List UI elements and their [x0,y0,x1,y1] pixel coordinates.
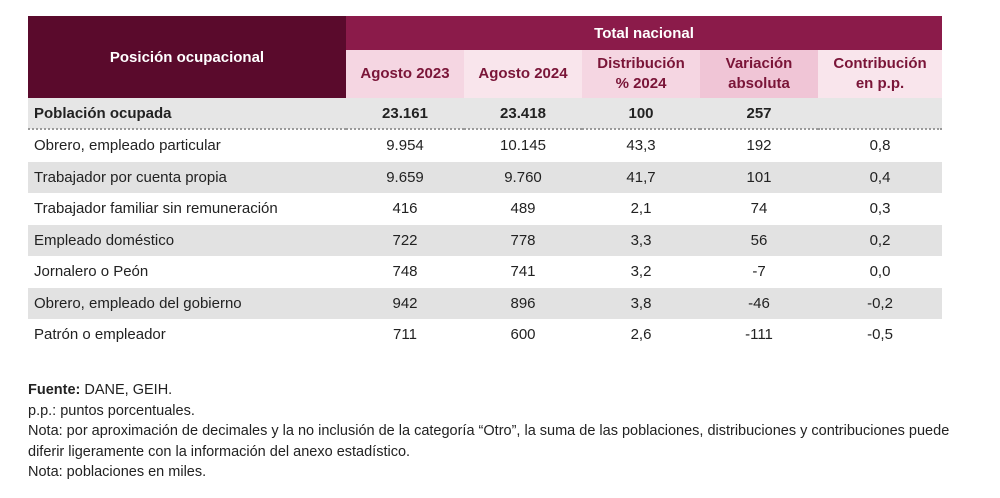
row-value-cell: 9.954 [386,137,424,155]
row-value-cell: -0,5 [867,326,893,344]
row-value-cell: 3,3 [582,224,700,256]
row-value-cell: 192 [746,137,772,155]
header-line: Distribución [597,55,685,72]
row-label: Jornalero o Peón [34,263,149,281]
table-row: Trabajador familiar sin remuneración 416 4… [28,193,942,225]
table-row: Empleado doméstico 722 778 3,3 56 0,2 [28,224,943,256]
source-label: Fuente: [28,382,81,398]
row-value-cell: 0,2 [818,224,943,256]
units-note: Nota: poblaciones en miles. [28,464,207,480]
row-value-cell: 2,1 [630,200,652,218]
row-value-cell: 3,8 [582,287,700,319]
header-contribucion: Contribución en p.p. [818,50,943,98]
header-line: en p.p. [855,75,905,92]
total-row-label: Población ocupada [28,98,346,130]
row-value-cell: 722 [346,224,464,256]
row-label: Obrero, empleado particular [34,137,221,155]
table-container: Posición ocupacional Total nacional Agos… [28,16,943,351]
row-value-cell: 0,8 [869,137,891,155]
source-note: Fuente: DANE, GEIH. [28,380,958,401]
table-row: Obrero, empleado particular 9.954 10.145 43… [28,129,942,162]
row-value-cell: 748 [392,263,418,281]
total-row: Población ocupada 23.161 23.418 100 257 [28,98,943,130]
row-value-cell: -0,2 [818,287,943,319]
header-line: % 2024 [615,75,667,92]
rounding-note: Nota: por aproximación de decimales y la… [28,423,950,460]
row-value-cell: 10.145 [500,137,546,155]
header-line: absoluta [728,75,790,92]
total-cell: 23.418 [464,98,582,130]
total-cell [818,98,943,130]
table-row: Patrón o empleador 711 600 2,6 -111 -0,5 [28,319,942,351]
total-cell: 23.161 [346,98,464,130]
row-value-cell: -7 [752,263,766,281]
header-agosto-2024: Agosto 2024 [464,50,582,98]
row-value-cell: 43,3 [626,137,656,155]
row-value-cell: 9.659 [346,161,464,193]
row-value-cell: 711 [393,326,417,344]
row-label: Obrero, empleado del gobierno [28,287,346,319]
row-value-cell: 74 [750,200,768,218]
row-value-cell: 0,3 [869,200,891,218]
row-value-cell: 3,2 [630,263,652,281]
row-value-cell: 600 [510,326,536,344]
employment-table: Posición ocupacional Total nacional Agos… [28,16,943,351]
row-value-cell: 896 [464,287,582,319]
header-variacion: Variación absoluta [700,50,818,98]
row-value-cell: 416 [392,200,418,218]
row-value-cell: 942 [346,287,464,319]
total-cell: 257 [700,98,818,130]
header-total-nacional: Total nacional [346,16,943,50]
row-label: Trabajador familiar sin remuneración [34,200,278,218]
row-label: Empleado doméstico [28,224,346,256]
row-value-cell: 0,4 [818,161,943,193]
header-posicion-ocupacional: Posición ocupacional [28,16,346,98]
row-value-cell: -46 [700,287,818,319]
table-row: Trabajador por cuenta propia 9.659 9.760 41… [28,161,943,193]
row-value-cell: 778 [464,224,582,256]
row-label: Trabajador por cuenta propia [28,161,346,193]
source-text: DANE, GEIH. [80,382,173,398]
notes-section: Fuente: DANE, GEIH. p.p.: puntos porcent… [28,380,958,483]
row-value-cell: 56 [700,224,818,256]
row-label: Patrón o empleador [34,326,166,344]
header-line: Variación [725,55,793,72]
header-distribucion: Distribución % 2024 [582,50,700,98]
header-line: Contribución [833,55,927,72]
header-agosto-2023: Agosto 2023 [346,50,464,98]
pp-note: p.p.: puntos porcentuales. [28,402,195,419]
row-value-cell: 101 [700,161,818,193]
row-value-cell: 41,7 [582,161,700,193]
row-value-cell: 741 [510,263,536,281]
row-value-cell: 0,0 [869,263,891,281]
row-value-cell: 489 [510,200,536,218]
table-row: Jornalero o Peón 748 741 3,2 -7 0,0 [28,256,942,288]
total-cell: 100 [582,98,700,130]
table-row: Obrero, empleado del gobierno 942 896 3,8 -4… [28,287,943,319]
row-value-cell: -111 [745,326,773,344]
row-value-cell: 2,6 [630,326,652,344]
row-value-cell: 9.760 [464,161,582,193]
